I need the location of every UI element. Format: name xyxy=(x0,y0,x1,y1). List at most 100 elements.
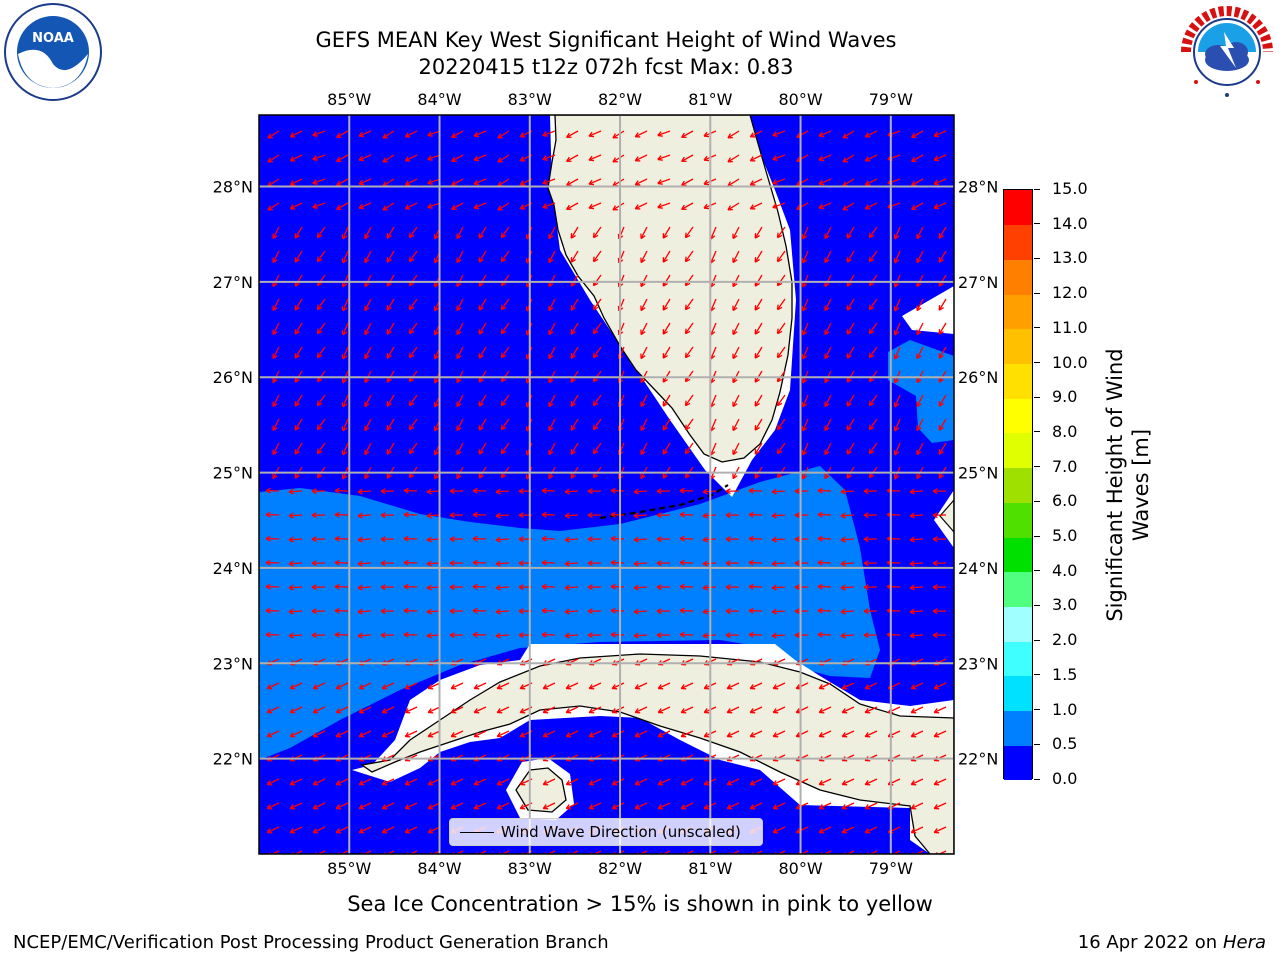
wind-arrow-head xyxy=(817,585,823,590)
wind-arrow-shaft xyxy=(754,442,763,455)
wind-arrow-shaft xyxy=(565,778,579,786)
wind-arrow-shaft xyxy=(869,322,878,335)
lat-tick-label-left: 25°N xyxy=(213,464,253,483)
wind-arrow-shaft xyxy=(570,346,579,359)
wind-arrow-head xyxy=(684,448,687,454)
colorbar-tick-mark xyxy=(1034,639,1040,641)
wind-arrow-head xyxy=(456,451,462,456)
wind-arrow-head xyxy=(434,331,440,336)
wind-arrow-head xyxy=(265,607,271,612)
wind-arrow-head xyxy=(824,331,830,336)
wind-arrow-head xyxy=(265,561,271,566)
lat-tick-label-left: 27°N xyxy=(213,273,253,292)
wind-arrow-head xyxy=(636,852,639,854)
wind-arrow-head xyxy=(380,584,386,588)
wind-arrow-head xyxy=(916,379,922,384)
wind-arrow-head xyxy=(495,536,501,541)
wind-arrow-head xyxy=(869,354,875,359)
wind-arrow-head xyxy=(403,609,409,614)
wind-arrow-shaft xyxy=(386,250,395,263)
wind-arrow-shaft xyxy=(910,706,924,714)
wind-arrow-head xyxy=(754,355,760,359)
wind-arrow-shaft xyxy=(662,298,671,311)
wind-arrow-shaft xyxy=(478,418,487,431)
wind-arrow-head xyxy=(796,156,800,162)
wind-arrow-shaft xyxy=(336,130,349,138)
wind-arrow-shaft xyxy=(818,802,832,810)
wind-arrow-head xyxy=(267,157,271,163)
wind-arrow-shaft xyxy=(894,298,901,312)
wind-arrow-shaft xyxy=(542,682,556,690)
wind-arrow-shaft xyxy=(818,706,832,714)
wind-arrow-shaft xyxy=(611,730,625,738)
wind-arrow-shaft xyxy=(426,610,441,613)
wind-arrow-shaft xyxy=(588,802,602,810)
wind-arrow-head xyxy=(771,608,777,613)
wind-arrow-head xyxy=(449,584,455,588)
wind-arrow-head xyxy=(846,307,852,311)
wind-arrow-shaft xyxy=(865,154,878,162)
wind-arrow-head xyxy=(592,232,595,238)
wind-arrow-head xyxy=(938,307,944,311)
wind-arrow-head xyxy=(497,205,501,211)
wind-arrow-head xyxy=(449,634,455,639)
wind-arrow-head xyxy=(317,282,323,287)
wind-arrow-shaft xyxy=(593,322,602,335)
wind-arrow-head xyxy=(727,181,731,187)
wind-arrow-head xyxy=(802,427,808,432)
wind-arrow-head xyxy=(386,427,392,431)
wind-arrow-head xyxy=(894,403,900,408)
wind-arrow-head xyxy=(496,708,501,713)
wind-arrow-head xyxy=(386,307,392,311)
wind-arrow-head xyxy=(818,804,823,809)
wind-arrow-head xyxy=(403,559,409,564)
wind-arrow-head xyxy=(336,156,340,162)
lon-tick-label-bottom: 85°W xyxy=(327,859,371,878)
wind-arrow-head xyxy=(771,536,777,541)
wind-arrow-head xyxy=(817,537,823,542)
wind-arrow-shaft xyxy=(566,178,579,186)
wind-arrow-head xyxy=(702,563,708,567)
wind-arrow-head xyxy=(426,488,432,493)
wind-arrow-head xyxy=(932,512,938,516)
wind-arrow-head xyxy=(817,535,823,540)
wind-arrow-shaft xyxy=(478,274,487,287)
wind-arrow-head xyxy=(317,306,323,311)
wind-arrow-head xyxy=(427,732,432,737)
wind-arrow-head xyxy=(472,535,478,540)
wind-arrow-head xyxy=(334,633,340,638)
wind-arrow-shaft xyxy=(633,634,648,637)
wind-arrow-head xyxy=(312,804,317,809)
wind-arrow-head xyxy=(478,355,484,359)
wind-arrow-shaft xyxy=(473,202,487,209)
wind-arrow-head xyxy=(265,631,271,636)
wind-arrow-shaft xyxy=(840,610,855,613)
wind-arrow-head xyxy=(640,451,646,456)
wind-arrow-head xyxy=(501,402,507,407)
wind-arrow-head xyxy=(334,535,340,540)
wind-arrow-head xyxy=(386,403,392,407)
wind-arrow-shaft xyxy=(894,250,901,264)
wind-arrow-head xyxy=(863,608,869,612)
wind-arrow-head xyxy=(403,511,409,516)
wind-arrow-head xyxy=(501,330,507,335)
wind-arrow-head xyxy=(679,609,685,614)
wind-arrow-head xyxy=(863,488,869,492)
wind-arrow-head xyxy=(311,632,317,636)
wind-arrow-head xyxy=(662,283,668,287)
wind-arrow-head xyxy=(749,804,754,809)
wind-arrow-shaft xyxy=(662,442,671,455)
wind-arrow-head xyxy=(364,283,370,288)
wind-arrow-head xyxy=(473,155,478,161)
wind-arrow-head xyxy=(496,780,501,785)
wind-arrow-head xyxy=(703,131,708,137)
wind-arrow-head xyxy=(824,451,830,456)
wind-arrow-head xyxy=(772,155,777,160)
wind-arrow-head xyxy=(633,635,639,639)
wind-arrow-head xyxy=(710,283,716,288)
wind-arrow-head xyxy=(588,804,593,809)
wind-arrow-head xyxy=(657,134,663,137)
wind-arrow-head xyxy=(662,235,668,239)
wind-arrow-shaft xyxy=(266,706,280,714)
florida-land xyxy=(547,115,793,463)
